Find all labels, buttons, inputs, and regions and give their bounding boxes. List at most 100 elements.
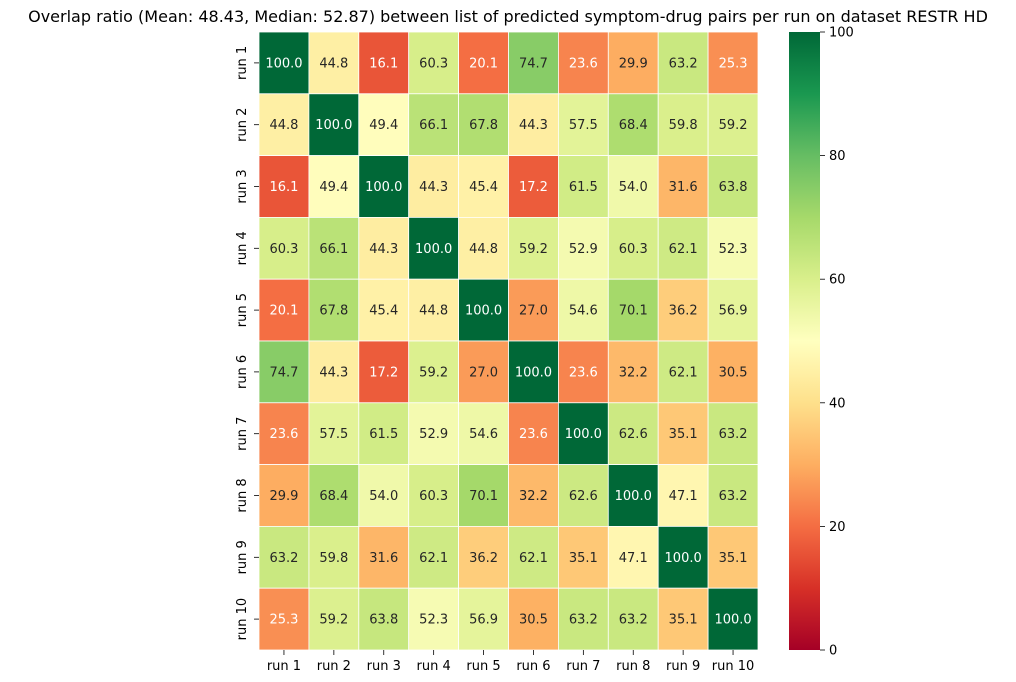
heatmap-cell: [607, 216, 659, 280]
y-tick-label: run 5: [235, 293, 250, 327]
heatmap-cell: [558, 278, 609, 342]
cell-value-label: 29.9: [269, 489, 298, 504]
heatmap-cell: [358, 526, 410, 589]
heatmap-cell: [707, 93, 759, 157]
cell-value-label: 100.0: [265, 56, 302, 71]
heatmap-cell: [308, 93, 360, 157]
heatmap-cell: [657, 526, 709, 589]
cell-value-label: 17.2: [519, 180, 548, 195]
cell-value-label: 61.5: [569, 180, 598, 195]
cell-value-label: 59.2: [319, 613, 348, 628]
cell-value-label: 100.0: [515, 365, 552, 380]
heatmap-cell: [707, 155, 759, 218]
cell-value-label: 35.1: [569, 551, 598, 566]
cell-value-label: 68.4: [319, 489, 348, 504]
cell-value-label: 100.0: [465, 304, 502, 319]
heatmap-cell: [258, 155, 310, 218]
cell-value-label: 62.1: [669, 365, 698, 380]
heatmap-cell: [707, 464, 759, 527]
cell-value-label: 23.6: [269, 427, 298, 442]
cell-value-label: 29.9: [619, 56, 648, 71]
cell-value-label: 16.1: [269, 180, 298, 195]
cell-value-label: 54.6: [569, 304, 598, 319]
colorbar-tick-label: 40: [829, 396, 846, 411]
heatmap-cell: [607, 402, 659, 465]
cell-value-label: 59.2: [419, 365, 448, 380]
heatmap-cell: [258, 587, 310, 651]
heatmap-cell: [458, 526, 509, 589]
cell-value-label: 63.2: [719, 489, 748, 504]
cell-value-label: 44.3: [319, 365, 348, 380]
heatmap-cell: [358, 31, 410, 95]
heatmap-cell: [707, 526, 759, 589]
heatmap-cell: [408, 340, 460, 404]
cell-value-label: 63.2: [619, 613, 648, 628]
heatmap-cell: [657, 464, 709, 527]
cell-value-label: 54.0: [619, 180, 648, 195]
colorbar-tick-label: 20: [829, 520, 846, 535]
y-tick-label: run 3: [235, 169, 250, 203]
heatmap-cell: [408, 587, 460, 651]
heatmap-cell: [607, 587, 659, 651]
heatmap-cell: [408, 31, 460, 95]
cell-value-label: 30.5: [719, 365, 748, 380]
heatmap-cell: [308, 587, 360, 651]
heatmap-cell: [458, 155, 509, 218]
colorbar-gradient: [789, 32, 820, 650]
colorbar-tick-label: 80: [829, 149, 846, 164]
heatmap-cell: [458, 464, 509, 527]
cell-value-label: 62.1: [669, 242, 698, 257]
heatmap-cell: [308, 31, 360, 95]
heatmap-cell: [657, 278, 709, 342]
heatmap-cell: [657, 216, 709, 280]
cell-value-label: 74.7: [519, 56, 548, 71]
cell-value-label: 62.6: [569, 489, 598, 504]
heatmap-cell: [258, 402, 310, 465]
heatmap-cell: [458, 216, 509, 280]
y-tick-label: run 6: [235, 355, 250, 389]
cell-value-label: 45.4: [369, 304, 398, 319]
heatmap-cell: [508, 93, 559, 157]
cell-value-label: 59.2: [719, 118, 748, 133]
chart-title: Overlap ratio (Mean: 48.43, Median: 52.8…: [28, 7, 988, 26]
cell-value-label: 47.1: [669, 489, 698, 504]
cell-value-label: 52.9: [419, 427, 448, 442]
y-tick-label: run 7: [235, 417, 250, 451]
cell-value-label: 44.3: [419, 180, 448, 195]
cell-value-label: 36.2: [469, 551, 498, 566]
cell-value-label: 52.3: [419, 613, 448, 628]
cell-value-label: 66.1: [419, 118, 448, 133]
cell-value-label: 100.0: [665, 551, 702, 566]
heatmap-cell: [657, 402, 709, 465]
cell-value-label: 27.0: [469, 365, 498, 380]
y-tick-label: run 4: [235, 231, 250, 265]
cell-value-label: 56.9: [469, 613, 498, 628]
heatmap-cell: [508, 464, 559, 527]
x-tick-label: run 8: [616, 659, 650, 674]
cell-value-label: 100.0: [565, 427, 602, 442]
cell-value-label: 49.4: [319, 180, 348, 195]
cell-value-label: 45.4: [469, 180, 498, 195]
x-tick-label: run 7: [566, 659, 600, 674]
cell-value-label: 52.3: [719, 242, 748, 257]
cell-value-label: 100.0: [315, 118, 352, 133]
cell-value-label: 63.2: [719, 427, 748, 442]
heatmap-cell: [308, 278, 360, 342]
heatmap-cell: [558, 526, 609, 589]
cell-value-label: 23.6: [569, 56, 598, 71]
cell-value-label: 44.3: [519, 118, 548, 133]
heatmap-cell: [458, 340, 509, 404]
cell-value-label: 25.3: [719, 56, 748, 71]
cell-value-label: 62.1: [519, 551, 548, 566]
heatmap-cell: [707, 587, 759, 651]
cell-value-label: 70.1: [469, 489, 498, 504]
heatmap-cell: [707, 278, 759, 342]
heatmap-cell: [258, 216, 310, 280]
heatmap-cell: [358, 278, 410, 342]
cell-value-label: 100.0: [415, 242, 452, 257]
cell-value-label: 27.0: [519, 304, 548, 319]
cell-value-label: 36.2: [669, 304, 698, 319]
cell-value-label: 44.8: [319, 56, 348, 71]
y-tick-label: run 9: [235, 540, 250, 574]
